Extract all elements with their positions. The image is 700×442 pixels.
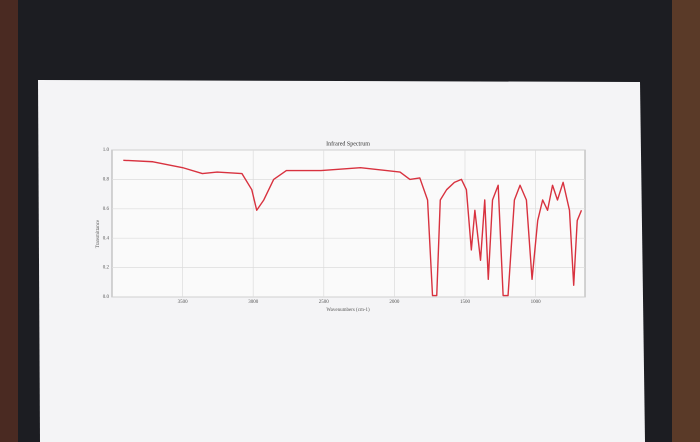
x-tick-label: 3000 [248,300,259,305]
x-tick-label: 1500 [460,300,471,305]
y-tick-label: 0.0 [103,295,110,300]
y-tick-label: 1.0 [103,148,110,153]
spectrum-line [123,159,583,297]
y-tick-label: 0.2 [103,266,110,271]
y-axis-label: Transmittance [96,219,101,248]
y-tick-label: 0.6 [103,207,110,212]
x-tick-label: 2500 [319,300,330,305]
frame-edge [0,0,18,442]
y-tick-label: 0.4 [103,236,110,241]
x-tick-label: 3500 [178,300,189,305]
y-tick-label: 0.8 [103,178,110,183]
frame-edge [672,0,700,442]
x-tick-label: 2000 [389,300,400,305]
x-tick-label: 1000 [531,300,542,305]
x-axis-label: Wavenumbers (cm-1) [326,308,370,313]
chart-title: Infrared Spectrum [326,140,370,147]
plot-area [111,149,586,298]
